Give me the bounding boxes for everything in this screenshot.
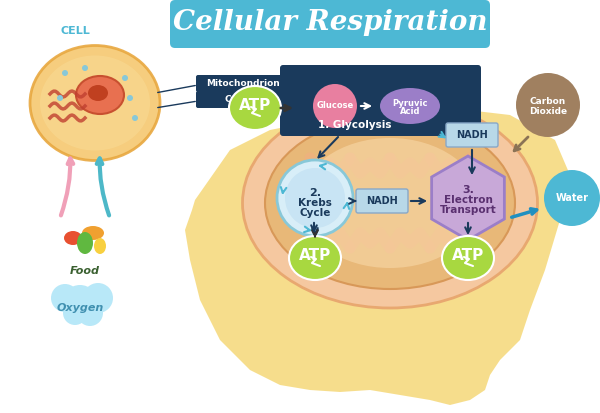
Ellipse shape [94, 238, 106, 254]
Ellipse shape [242, 98, 538, 308]
Text: NADH: NADH [366, 196, 398, 206]
Polygon shape [431, 156, 505, 240]
Text: ATP: ATP [299, 249, 331, 263]
Ellipse shape [380, 88, 440, 124]
Text: CELL: CELL [60, 26, 90, 36]
Circle shape [285, 168, 345, 228]
Text: Cycle: Cycle [299, 208, 331, 218]
Text: Cytosol: Cytosol [224, 95, 262, 104]
Circle shape [63, 301, 87, 325]
Circle shape [313, 84, 357, 128]
Circle shape [544, 170, 600, 226]
Circle shape [277, 160, 353, 236]
Polygon shape [185, 108, 570, 405]
Circle shape [51, 284, 79, 312]
Ellipse shape [289, 236, 341, 280]
Circle shape [122, 75, 128, 81]
Ellipse shape [40, 55, 150, 150]
Text: Dioxide: Dioxide [529, 107, 567, 116]
FancyBboxPatch shape [280, 65, 481, 136]
FancyBboxPatch shape [356, 189, 408, 213]
Ellipse shape [30, 45, 160, 161]
Text: Food: Food [70, 266, 100, 276]
Text: ATP: ATP [452, 249, 484, 263]
Circle shape [62, 70, 68, 76]
Text: Cellular Respiration: Cellular Respiration [173, 9, 487, 36]
FancyBboxPatch shape [196, 75, 290, 92]
Text: NADH: NADH [456, 130, 488, 140]
Ellipse shape [76, 76, 124, 114]
Text: Transport: Transport [440, 205, 496, 215]
Text: Oxygen: Oxygen [56, 303, 104, 313]
Circle shape [77, 300, 103, 326]
Text: Pyruvic: Pyruvic [392, 100, 428, 109]
Text: Electron: Electron [443, 195, 493, 205]
FancyBboxPatch shape [170, 0, 490, 48]
Text: Glucose: Glucose [316, 102, 353, 111]
Text: ATP: ATP [239, 98, 271, 114]
FancyBboxPatch shape [446, 123, 498, 147]
Circle shape [127, 95, 133, 101]
Text: 2.: 2. [309, 188, 321, 198]
Text: Krebs: Krebs [298, 198, 332, 208]
Circle shape [83, 283, 113, 313]
Circle shape [132, 115, 138, 121]
Ellipse shape [265, 117, 515, 289]
Ellipse shape [82, 226, 104, 240]
Text: 1. Glycolysis: 1. Glycolysis [318, 120, 392, 130]
Ellipse shape [442, 236, 494, 280]
Circle shape [516, 73, 580, 137]
Ellipse shape [64, 231, 82, 245]
Text: Acid: Acid [400, 107, 420, 116]
Ellipse shape [77, 232, 93, 254]
Text: 3.: 3. [462, 185, 474, 195]
Circle shape [62, 285, 98, 321]
Circle shape [82, 65, 88, 71]
Ellipse shape [300, 138, 480, 268]
Ellipse shape [88, 85, 108, 101]
Text: Carbon: Carbon [530, 97, 566, 105]
Ellipse shape [229, 86, 281, 130]
Text: Mitochondrion: Mitochondrion [206, 78, 280, 88]
Text: Water: Water [556, 193, 589, 203]
Circle shape [57, 95, 63, 101]
FancyBboxPatch shape [196, 91, 290, 108]
